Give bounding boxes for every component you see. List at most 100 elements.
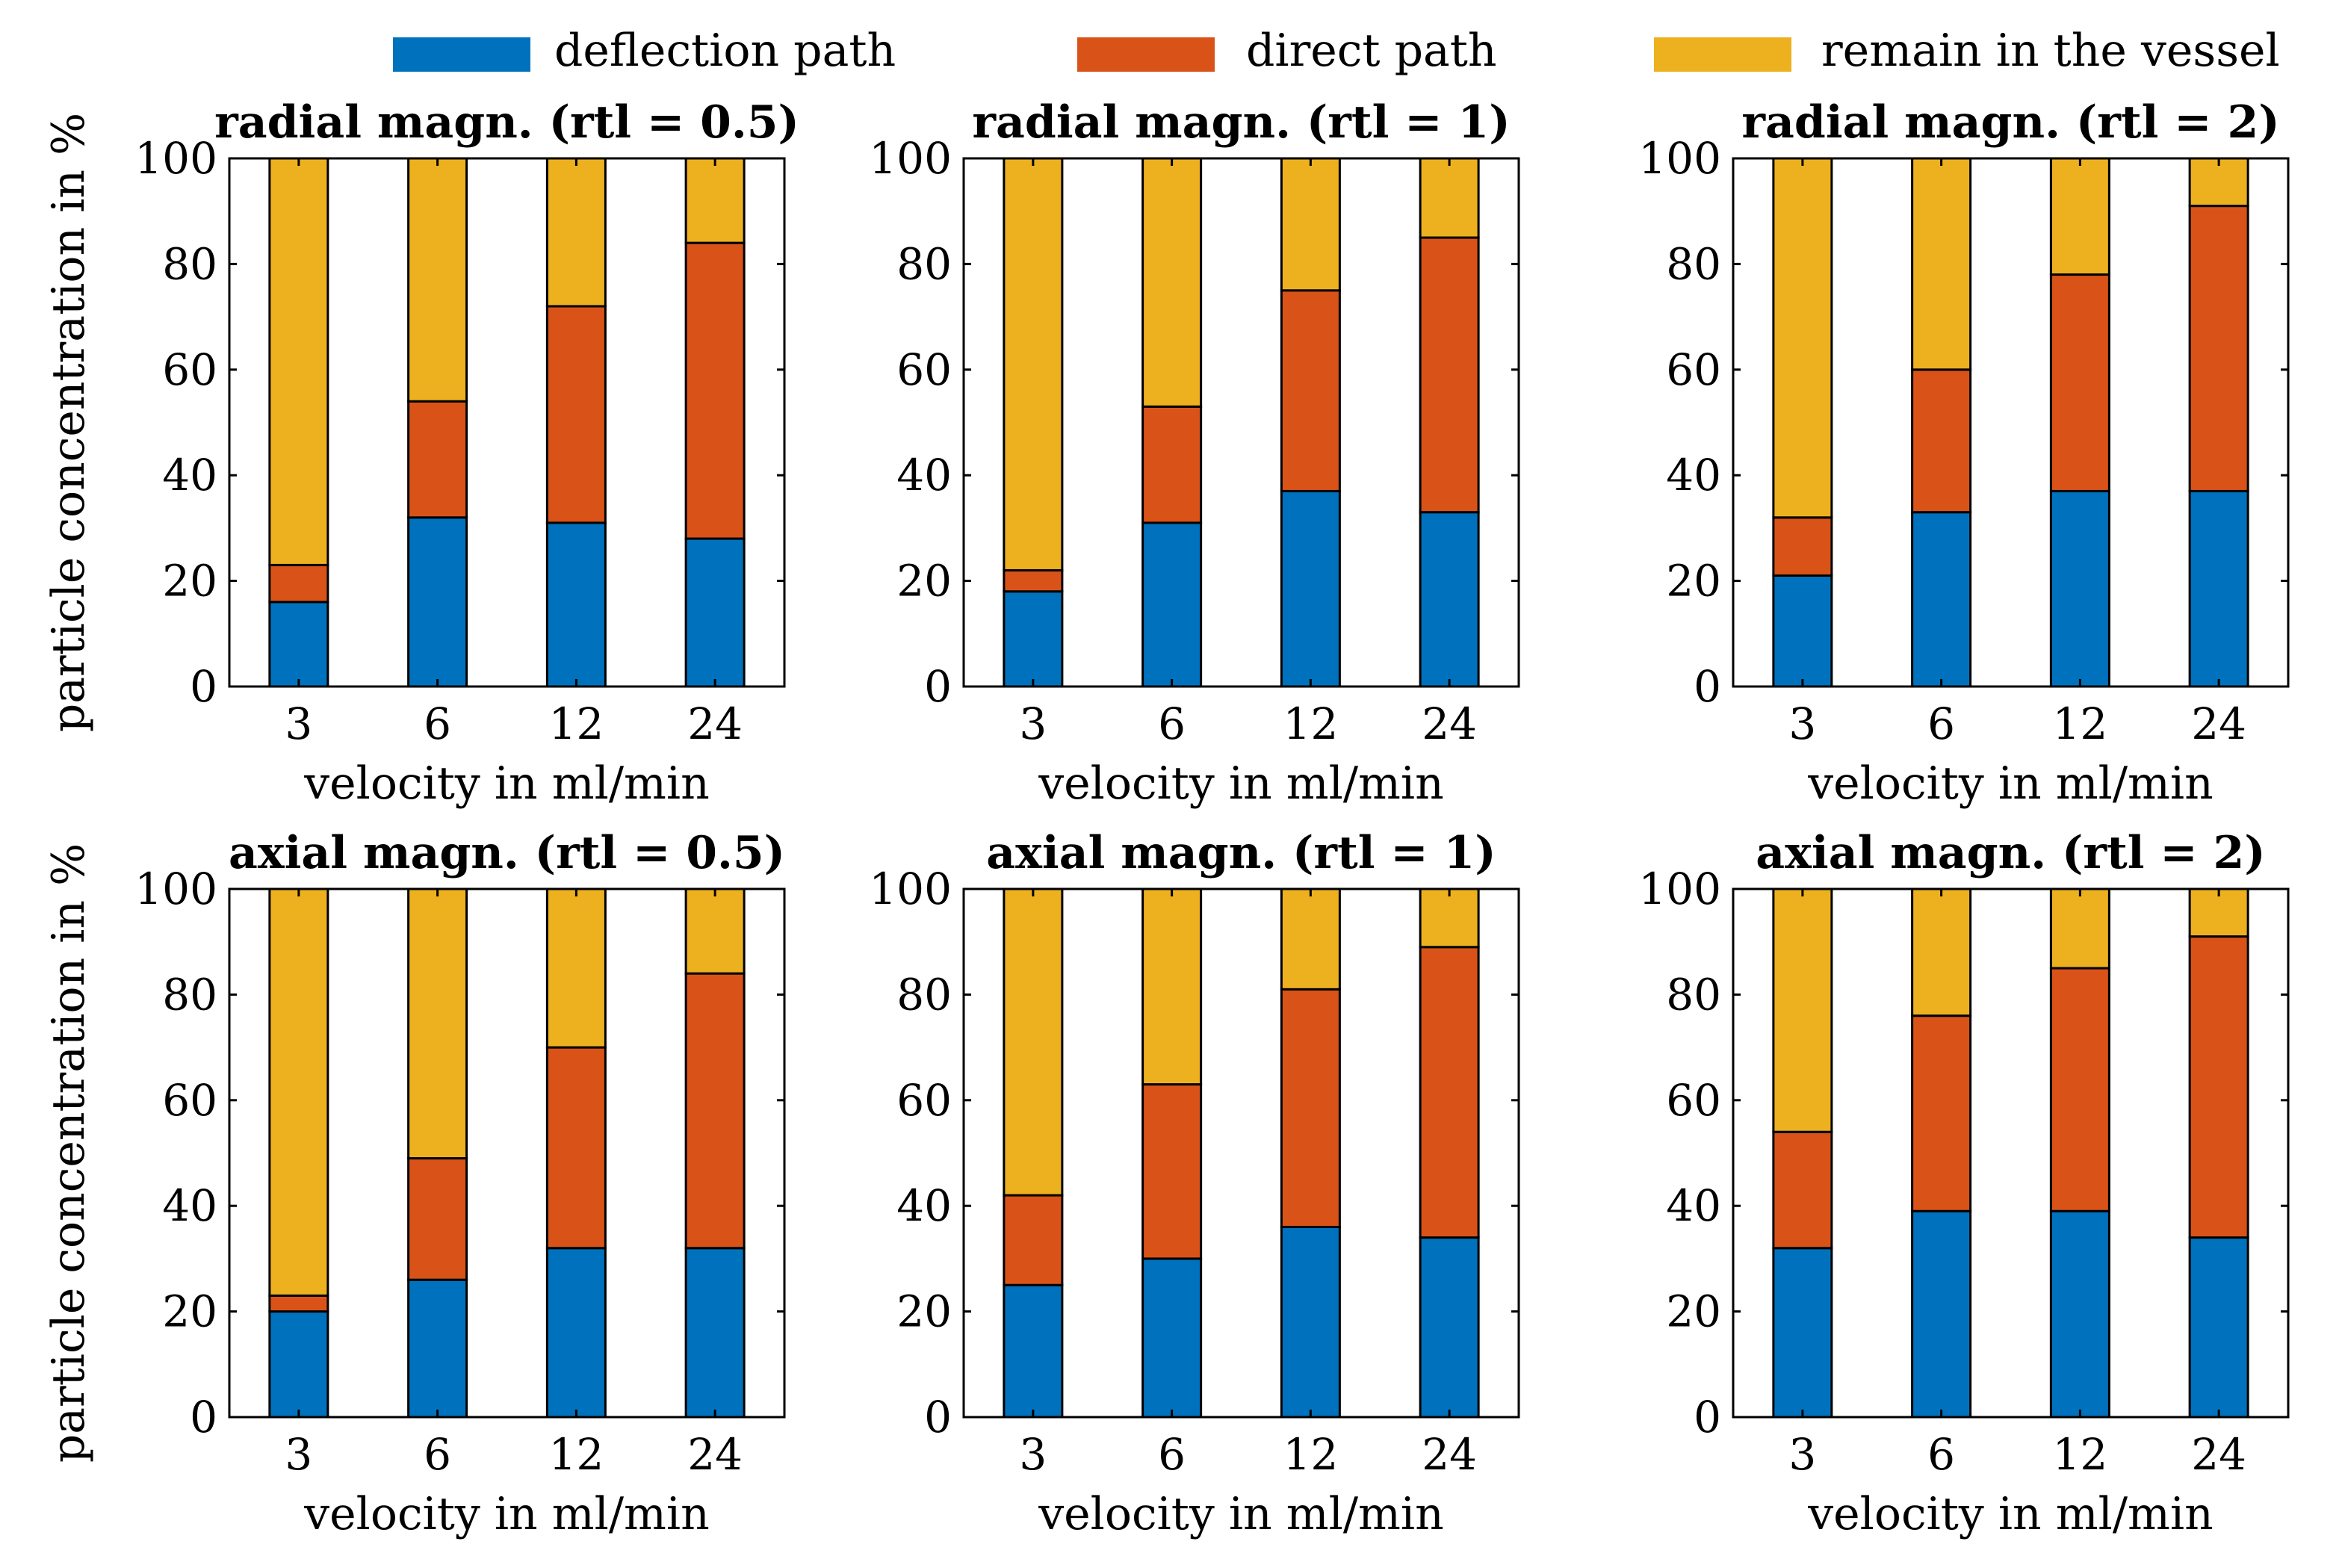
legend: deflection path direct path remain in the … [393, 25, 2280, 77]
x-tick-label: 12 [1283, 1429, 1338, 1480]
chart-panel-3: radial magn. (rtl = 2) 3 6 12 24 0 20 40 60 80 100… [1638, 96, 2290, 810]
x-tick-label: 24 [1422, 1429, 1477, 1480]
bar-direct-path-3 [1772, 1130, 1833, 1250]
y-axis-labels: particle concentration in % particle conc… [43, 113, 95, 1463]
y-tick-label: 100 [1638, 864, 1721, 914]
bar-remain-in-the-vessel-24 [684, 157, 746, 244]
y-tick-label: 40 [1666, 450, 1721, 501]
x-tick-label: 12 [1283, 698, 1338, 749]
x-axis-label: velocity in ml/min [1807, 1488, 2214, 1540]
y-tick-label: 40 [896, 450, 952, 501]
y-tick-label: 40 [896, 1180, 952, 1231]
y-tick-label: 0 [924, 661, 952, 712]
y-tick-label: 20 [1666, 1286, 1721, 1337]
chart-title: radial magn. (rtl = 2) [1741, 96, 2279, 149]
y-tick-label: 100 [869, 864, 952, 914]
bar-deflection-path-6 [407, 516, 468, 688]
bar-deflection-path-12 [545, 1247, 607, 1419]
bar-deflection-path-12 [2049, 489, 2110, 688]
plot-frame [1732, 157, 2290, 688]
chart-panel-4: axial magn. (rtl = 0.5) 3 6 12 24 0 20 40 60 80 10… [134, 827, 786, 1540]
bar-direct-path-6 [1141, 1083, 1203, 1260]
y-tick-label: 40 [162, 450, 217, 501]
bar-deflection-path-3 [1003, 590, 1064, 688]
bar-deflection-path-24 [684, 1247, 746, 1419]
x-tick-label: 3 [1788, 698, 1816, 749]
y-tick-label: 20 [162, 1286, 217, 1337]
y-tick-label: 20 [896, 1286, 952, 1337]
bar-remain-in-the-vessel-6 [407, 887, 468, 1160]
y-tick-label: 40 [162, 1180, 217, 1231]
bar-remain-in-the-vessel-24 [2188, 157, 2249, 208]
y-tick-label: 100 [869, 133, 952, 184]
chart-title: axial magn. (rtl = 0.5) [229, 827, 785, 879]
bar-deflection-path-3 [1003, 1283, 1064, 1419]
bar-remain-in-the-vessel-6 [407, 157, 468, 403]
legend-label-deflection-path: deflection path [554, 25, 896, 77]
bar-deflection-path-12 [1280, 489, 1341, 688]
y-tick-label: 100 [134, 864, 217, 914]
bar-remain-in-the-vessel-12 [2049, 887, 2110, 970]
bar-deflection-path-3 [268, 1310, 329, 1419]
x-tick-label: 3 [285, 698, 312, 749]
y-tick-label: 60 [896, 344, 952, 395]
bar-direct-path-12 [2049, 967, 2110, 1212]
bar-direct-path-3 [268, 563, 329, 604]
bar-deflection-path-24 [2188, 489, 2249, 688]
bar-direct-path-3 [268, 1294, 329, 1313]
bar-direct-path-24 [1419, 946, 1480, 1239]
bar-direct-path-12 [1280, 988, 1341, 1228]
chart-title: radial magn. (rtl = 1) [972, 96, 1510, 149]
bar-remain-in-the-vessel-6 [1911, 157, 1972, 371]
x-tick-label: 3 [1788, 1429, 1816, 1480]
legend-swatch-deflection-path [393, 37, 530, 72]
bar-deflection-path-6 [1141, 521, 1203, 688]
y-tick-label: 20 [162, 556, 217, 607]
bar-deflection-path-12 [545, 521, 607, 688]
chart-panel-5: axial magn. (rtl = 1) 3 6 12 24 0 20 40 60 80 100 v… [869, 827, 1520, 1540]
y-tick-label: 80 [896, 969, 952, 1020]
x-tick-label: 6 [424, 1429, 451, 1480]
y-tick-label: 100 [1638, 133, 1721, 184]
bar-remain-in-the-vessel-6 [1141, 887, 1203, 1086]
bar-direct-path-24 [684, 241, 746, 540]
bar-deflection-path-24 [1419, 1236, 1480, 1419]
bar-remain-in-the-vessel-24 [684, 887, 746, 975]
x-tick-label: 24 [2191, 698, 2246, 749]
bar-deflection-path-6 [407, 1278, 468, 1419]
bar-direct-path-3 [1003, 568, 1064, 593]
y-tick-label: 60 [162, 344, 217, 395]
plot-frame [228, 887, 786, 1419]
x-tick-label: 24 [2191, 1429, 2246, 1480]
x-tick-label: 6 [1158, 698, 1186, 749]
y-tick-label: 80 [162, 969, 217, 1020]
x-axis-label: velocity in ml/min [303, 1488, 710, 1540]
y-axis-label-row-2: particle concentration in % [43, 843, 95, 1463]
chart-title: axial magn. (rtl = 1) [986, 827, 1496, 879]
bar-remain-in-the-vessel-24 [1419, 157, 1480, 239]
x-axis-label: velocity in ml/min [1038, 1488, 1444, 1540]
bar-remain-in-the-vessel-3 [1003, 157, 1064, 571]
bar-direct-path-24 [2188, 205, 2249, 492]
x-tick-label: 6 [1158, 1429, 1186, 1480]
chart-panels: radial magn. (rtl = 0.5)3 6 12 240204060801… [134, 96, 2290, 1540]
y-tick-label: 60 [896, 1075, 952, 1126]
bar-deflection-path-6 [1911, 511, 1972, 688]
plot-frame [1732, 887, 2290, 1419]
chart-panel-1: radial magn. (rtl = 0.5) 3 6 12 24 0 20 40 60 80 1… [134, 96, 799, 810]
y-tick-label: 20 [896, 556, 952, 607]
bar-deflection-path-12 [1280, 1225, 1341, 1419]
bar-direct-path-6 [1911, 368, 1972, 514]
x-tick-label: 12 [2052, 1429, 2107, 1480]
bar-remain-in-the-vessel-24 [1419, 887, 1480, 949]
chart-panel-2: radial magn. (rtl = 1) 3 6 12 24 0 20 40 60 80 100… [869, 96, 1520, 810]
y-tick-label: 0 [1694, 1392, 1721, 1443]
x-tick-label: 3 [1019, 698, 1047, 749]
x-tick-label: 6 [1927, 698, 1955, 749]
x-axis-label: velocity in ml/min [303, 757, 710, 810]
x-tick-label: 12 [2052, 698, 2107, 749]
x-tick-label: 24 [1422, 698, 1477, 749]
bar-direct-path-3 [1003, 1194, 1064, 1286]
bar-deflection-path-12 [2049, 1209, 2110, 1419]
y-tick-label: 0 [190, 1392, 217, 1443]
